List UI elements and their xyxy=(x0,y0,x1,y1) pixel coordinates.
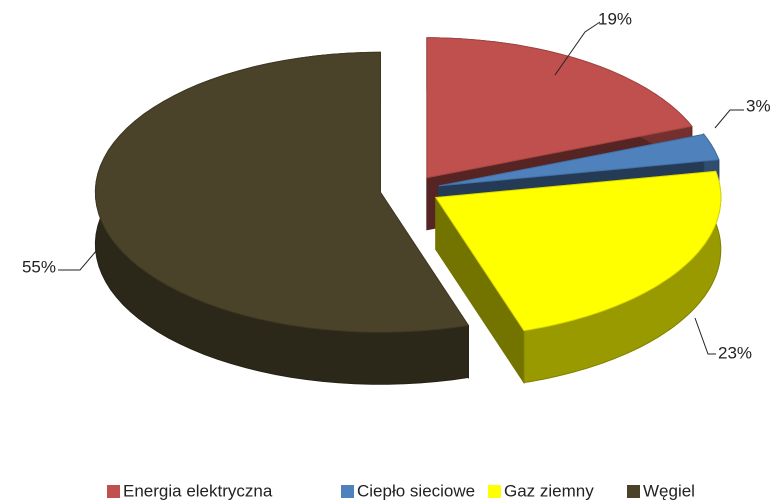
slice xyxy=(426,37,693,179)
data-label: 55% xyxy=(22,257,56,276)
data-label: 3% xyxy=(746,96,771,115)
legend-label: Ciepło sieciowe xyxy=(357,481,475,500)
data-label: 23% xyxy=(718,343,752,362)
leader-line xyxy=(694,317,716,355)
slice xyxy=(434,170,722,332)
slice xyxy=(438,133,720,187)
legend-swatch xyxy=(627,485,640,498)
leader-line xyxy=(714,109,744,129)
legend-swatch xyxy=(488,485,501,498)
legend-swatch xyxy=(341,485,354,498)
legend-swatch xyxy=(107,485,120,498)
legend-label: Gaz ziemny xyxy=(504,481,594,500)
leader-line xyxy=(554,21,601,76)
slice xyxy=(94,51,470,333)
data-label: 19% xyxy=(598,9,632,28)
leader-line xyxy=(58,249,98,271)
legend-label: Energia elektryczna xyxy=(123,481,273,500)
legend-label: Węgiel xyxy=(643,481,695,500)
